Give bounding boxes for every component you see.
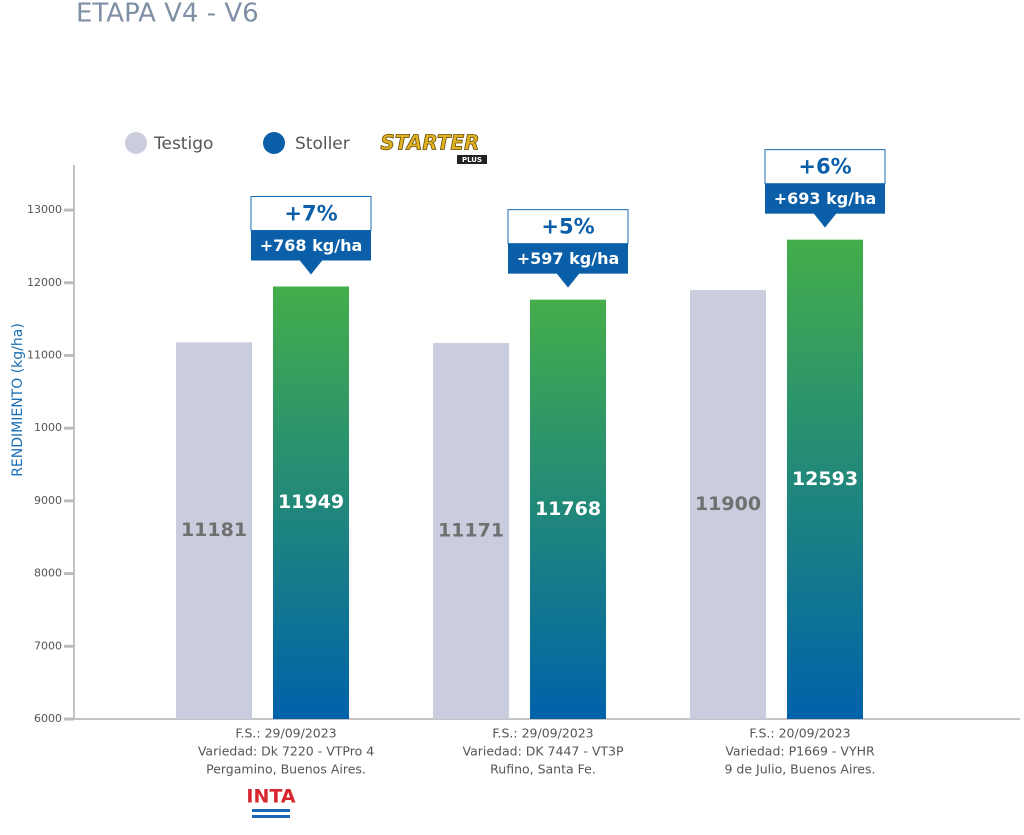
legend-logo-badge [457,155,487,164]
annotation-difference: +768 kg/ha [260,236,363,255]
bar [787,239,863,720]
annotation-pointer [299,259,323,275]
y-tick-label: 1000 [34,421,62,434]
annotation-band [765,183,885,214]
y-axis-label: RENDIMIENTO (kg/ha) [10,323,26,477]
x-tick-label: F.S.: 20/09/2023 [749,726,850,741]
y-tick-label: 9000 [34,494,62,507]
value-label: 11768 [535,498,601,520]
footer-logo: INTA [246,786,295,808]
annotation-difference: +597 kg/ha [517,249,620,268]
annotation-difference: +693 kg/ha [774,189,877,208]
annotation-percent: +6% [798,155,851,179]
footer-logo-stripe [252,815,290,818]
bar [433,343,509,719]
x-tick-label: F.S.: 29/09/2023 [492,726,593,741]
annotation-box [507,209,629,245]
value-label: 11949 [278,491,344,513]
annotation-pointer [813,212,837,228]
legend-swatch [263,132,285,154]
y-tick-label: 13000 [27,203,62,216]
annotation-band [251,230,371,261]
value-label: 11900 [695,493,761,515]
legend-label: Testigo [153,134,213,154]
legend-label: Stoller [295,134,350,154]
x-tick-label: Variedad: DK 7447 - VT3P [463,744,624,759]
legend-logo: STARTER [380,131,479,155]
annotation-box [250,195,372,231]
x-tick-label: Rufino, Santa Fe. [490,762,596,777]
x-tick-label: F.S.: 29/09/2023 [235,726,336,741]
value-label: 12593 [792,468,858,490]
annotation-percent: +7% [284,201,337,225]
value-label: 11181 [181,519,247,541]
y-tick-label: 7000 [34,639,62,652]
footer-logo-stripe [252,809,290,812]
bar [176,342,252,719]
bar [690,290,766,719]
y-tick-label: 8000 [34,567,62,580]
annotation-box [764,149,886,185]
x-tick-label: Variedad: P1669 - VYHR [725,744,875,759]
x-tick-label: 9 de Julio, Buenos Aires. [725,762,876,777]
x-tick-label: Pergamino, Buenos Aires. [206,762,366,777]
annotation-pointer [556,272,580,288]
legend-logo-sub: PLUS [462,156,482,164]
value-label: 11171 [438,520,504,542]
y-tick-label: 11000 [27,348,62,361]
x-tick-label: Variedad: Dk 7220 - VTPro 4 [198,744,374,759]
annotation-band [508,243,628,274]
annotation-percent: +5% [541,215,594,239]
y-tick-label: 6000 [34,712,62,725]
bar [530,299,606,719]
y-tick-label: 12000 [27,276,62,289]
bar [273,286,349,719]
legend-swatch [125,132,147,154]
chart-title: ETAPA V4 - V6 [76,0,259,29]
